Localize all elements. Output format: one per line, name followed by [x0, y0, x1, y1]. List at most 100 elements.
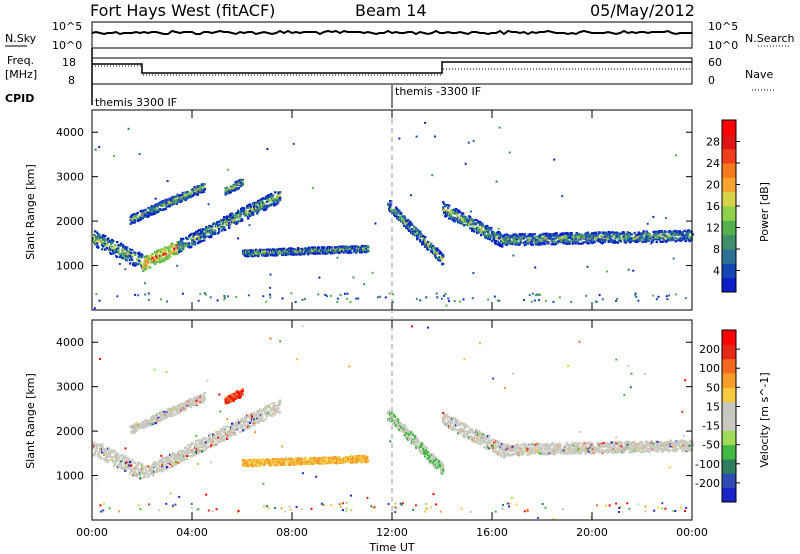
- range-cell: [228, 224, 231, 227]
- range-cell: [216, 433, 219, 436]
- range-cell: [101, 443, 104, 446]
- range-cell: [234, 184, 237, 187]
- range-cell: [117, 454, 120, 457]
- range-cell: [169, 250, 172, 253]
- range-cell: [270, 199, 273, 202]
- range-cell: [168, 254, 171, 257]
- range-cell: [253, 418, 256, 421]
- range-cell: [475, 218, 478, 222]
- scatter-cell: [154, 197, 157, 200]
- range-cell: [193, 186, 196, 189]
- range-cell: [262, 458, 265, 461]
- range-cell: [533, 240, 536, 243]
- range-cell: [551, 240, 554, 243]
- range-cell: [241, 426, 244, 429]
- scatter-cell: [472, 272, 475, 275]
- range-cell: [259, 464, 262, 468]
- range-cell: [117, 457, 120, 460]
- range-cell: [443, 211, 446, 214]
- range-cell: [150, 259, 153, 262]
- range-cell: [129, 248, 132, 251]
- range-cell: [505, 243, 508, 246]
- range-cell: [453, 208, 456, 211]
- range-cell: [256, 212, 259, 215]
- range-cell: [205, 437, 208, 440]
- range-cell: [174, 462, 177, 465]
- range-cell: [130, 251, 133, 255]
- range-cell: [627, 238, 630, 242]
- range-cell: [260, 462, 263, 465]
- range-cell: [181, 241, 184, 244]
- range-cell: [110, 252, 113, 255]
- freq-tick-low: 8: [68, 74, 75, 87]
- range-cell: [255, 253, 258, 257]
- range-cell: [672, 233, 675, 236]
- range-cell: [558, 234, 561, 237]
- range-cell: [180, 457, 183, 460]
- range-cell: [646, 233, 649, 236]
- range-cell: [113, 248, 116, 251]
- range-cell: [171, 410, 174, 413]
- range-cell: [115, 452, 118, 455]
- range-cell: [120, 242, 123, 245]
- range-cell: [279, 191, 282, 194]
- range-cell: [445, 215, 448, 218]
- range-cell: [104, 248, 107, 251]
- range-cell: [677, 233, 680, 236]
- range-cell: [253, 424, 256, 427]
- scatter-cell: [147, 292, 150, 295]
- range-cell: [545, 240, 548, 243]
- range-cell: [152, 252, 155, 256]
- range-cell: [347, 251, 350, 254]
- range-cell: [141, 216, 144, 219]
- range-cell: [127, 255, 130, 258]
- range-cell: [305, 250, 308, 253]
- range-cell: [274, 459, 277, 463]
- scatter-cell: [379, 295, 382, 298]
- range-cell: [619, 239, 622, 242]
- range-cell: [494, 234, 497, 237]
- range-cell: [199, 241, 202, 244]
- range-cell: [261, 410, 264, 413]
- range-cell: [221, 435, 224, 438]
- range-cell: [223, 438, 226, 441]
- range-cell: [249, 254, 252, 257]
- range-cell: [229, 191, 232, 194]
- range-cell: [100, 238, 103, 241]
- range-cell: [144, 473, 147, 476]
- scatter-cell: [138, 153, 141, 156]
- range-cell: [142, 209, 145, 212]
- range-cell: [273, 409, 276, 412]
- scatter-cell: [675, 154, 677, 157]
- range-cell: [266, 413, 269, 416]
- range-cell: [190, 189, 193, 192]
- range-cell: [599, 238, 602, 241]
- range-cell: [593, 235, 596, 238]
- range-cell: [538, 236, 541, 239]
- range-cell: [249, 421, 252, 424]
- range-cell: [180, 459, 183, 463]
- range-cell: [154, 422, 157, 425]
- scatter-cell: [311, 186, 314, 189]
- range-cell: [416, 232, 419, 235]
- range-cell: [250, 459, 253, 462]
- range-cell: [347, 246, 350, 249]
- range-cell: [149, 469, 152, 472]
- range-cell: [218, 434, 221, 438]
- colorbar-segment: [722, 148, 736, 164]
- range-cell: [125, 251, 128, 254]
- scatter-cell: [471, 297, 474, 300]
- range-cell: [402, 222, 405, 225]
- range-cell: [104, 235, 107, 238]
- range-cell: [241, 180, 244, 183]
- range-cell: [416, 238, 419, 241]
- range-cell: [191, 241, 194, 244]
- range-cell: [519, 241, 522, 244]
- range-cell: [256, 417, 259, 420]
- range-cell: [184, 198, 187, 201]
- range-cell: [117, 249, 120, 252]
- range-cell: [167, 407, 170, 410]
- range-cell: [180, 250, 183, 253]
- range-cell: [158, 412, 161, 415]
- range-cell: [102, 447, 105, 450]
